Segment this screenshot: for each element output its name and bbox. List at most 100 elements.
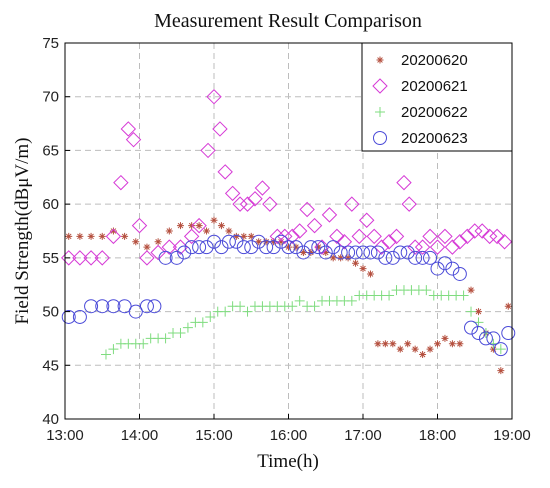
- data-point: [404, 340, 412, 348]
- data-point: [388, 228, 405, 245]
- tick-layer: 13:00 14:00 15:00 16:00 17:00 18:00 19:00 40 45 5…: [42, 35, 530, 444]
- data-point: [125, 131, 142, 148]
- data-point: [444, 239, 461, 255]
- data-point: [359, 212, 375, 228]
- data-point: [299, 201, 315, 218]
- data-point: [274, 234, 289, 249]
- data-point: [158, 250, 173, 265]
- data-point: [262, 238, 270, 246]
- data-point: [205, 311, 216, 322]
- data-point: [373, 239, 390, 255]
- data-layer: [61, 89, 516, 375]
- data-point: [161, 239, 178, 255]
- data-point: [389, 340, 397, 348]
- data-point: [287, 301, 298, 312]
- x-tick-label: 15:00: [195, 427, 233, 444]
- data-point: [374, 340, 382, 348]
- data-point: [306, 217, 323, 234]
- data-point: [344, 254, 352, 262]
- data-point: [481, 228, 498, 245]
- data-point: [177, 245, 192, 260]
- data-point: [150, 244, 166, 261]
- data-point: [284, 228, 300, 245]
- x-tick-label: 19:00: [493, 427, 531, 444]
- y-tick-label: 75: [42, 35, 59, 52]
- data-point: [381, 234, 397, 250]
- data-point: [65, 232, 73, 240]
- data-point: [195, 222, 203, 230]
- data-point: [437, 256, 452, 271]
- data-point: [106, 299, 121, 314]
- x-axis-title: Time(h): [257, 451, 319, 472]
- data-point: [269, 228, 286, 245]
- data-point: [452, 234, 468, 250]
- data-point: [441, 334, 449, 342]
- data-point: [401, 196, 417, 212]
- y-tick-label: 60: [42, 196, 59, 213]
- data-point: [429, 239, 446, 255]
- data-point: [232, 232, 240, 240]
- data-point: [466, 306, 477, 317]
- data-point: [366, 270, 374, 278]
- data-point: [375, 107, 385, 117]
- data-point: [376, 56, 384, 64]
- data-point: [169, 250, 184, 265]
- data-point: [217, 164, 233, 180]
- data-point: [370, 245, 385, 260]
- data-point: [464, 320, 479, 335]
- data-point: [206, 89, 222, 105]
- y-tick-label: 70: [42, 89, 59, 106]
- data-point: [407, 239, 423, 255]
- data-point: [247, 232, 255, 240]
- data-point: [132, 238, 140, 246]
- data-point: [348, 245, 363, 260]
- data-point: [117, 299, 132, 314]
- data-point: [94, 250, 110, 266]
- data-point: [154, 238, 162, 246]
- y-tick-label: 50: [42, 304, 59, 321]
- data-point: [98, 232, 106, 240]
- data-point: [359, 265, 367, 273]
- data-point: [95, 299, 110, 314]
- data-point: [147, 299, 162, 314]
- data-point: [303, 240, 318, 255]
- data-point: [452, 266, 467, 281]
- data-point: [400, 245, 415, 260]
- data-point: [415, 250, 430, 265]
- data-point: [421, 285, 432, 296]
- data-point: [197, 317, 208, 328]
- data-point: [456, 340, 464, 348]
- data-point: [100, 349, 111, 360]
- data-point: [474, 308, 482, 316]
- x-tick-label: 16:00: [270, 427, 308, 444]
- data-point: [437, 228, 453, 245]
- data-point: [471, 326, 486, 341]
- data-point: [296, 245, 311, 260]
- data-point: [244, 240, 259, 255]
- data-point: [254, 180, 271, 196]
- data-point: [200, 142, 216, 159]
- data-point: [351, 228, 367, 245]
- data-point: [501, 326, 516, 341]
- data-point: [378, 250, 393, 265]
- y-tick-label: 45: [42, 357, 59, 374]
- data-point: [225, 227, 233, 235]
- data-point: [333, 245, 348, 260]
- data-point: [489, 345, 497, 353]
- data-point: [277, 228, 293, 245]
- data-point: [240, 232, 248, 240]
- data-point: [419, 351, 427, 359]
- data-point: [434, 340, 441, 348]
- data-point: [247, 191, 263, 207]
- x-tick-label: 14:00: [121, 427, 159, 444]
- data-point: [445, 261, 460, 276]
- data-point: [138, 338, 149, 349]
- data-point: [182, 322, 193, 333]
- legend: 20200620 20200621 20200622 20200623: [361, 42, 513, 152]
- data-point: [113, 174, 129, 191]
- data-point: [120, 121, 137, 137]
- data-point: [322, 248, 330, 256]
- data-point: [217, 222, 225, 230]
- y-tick-label: 55: [42, 250, 59, 267]
